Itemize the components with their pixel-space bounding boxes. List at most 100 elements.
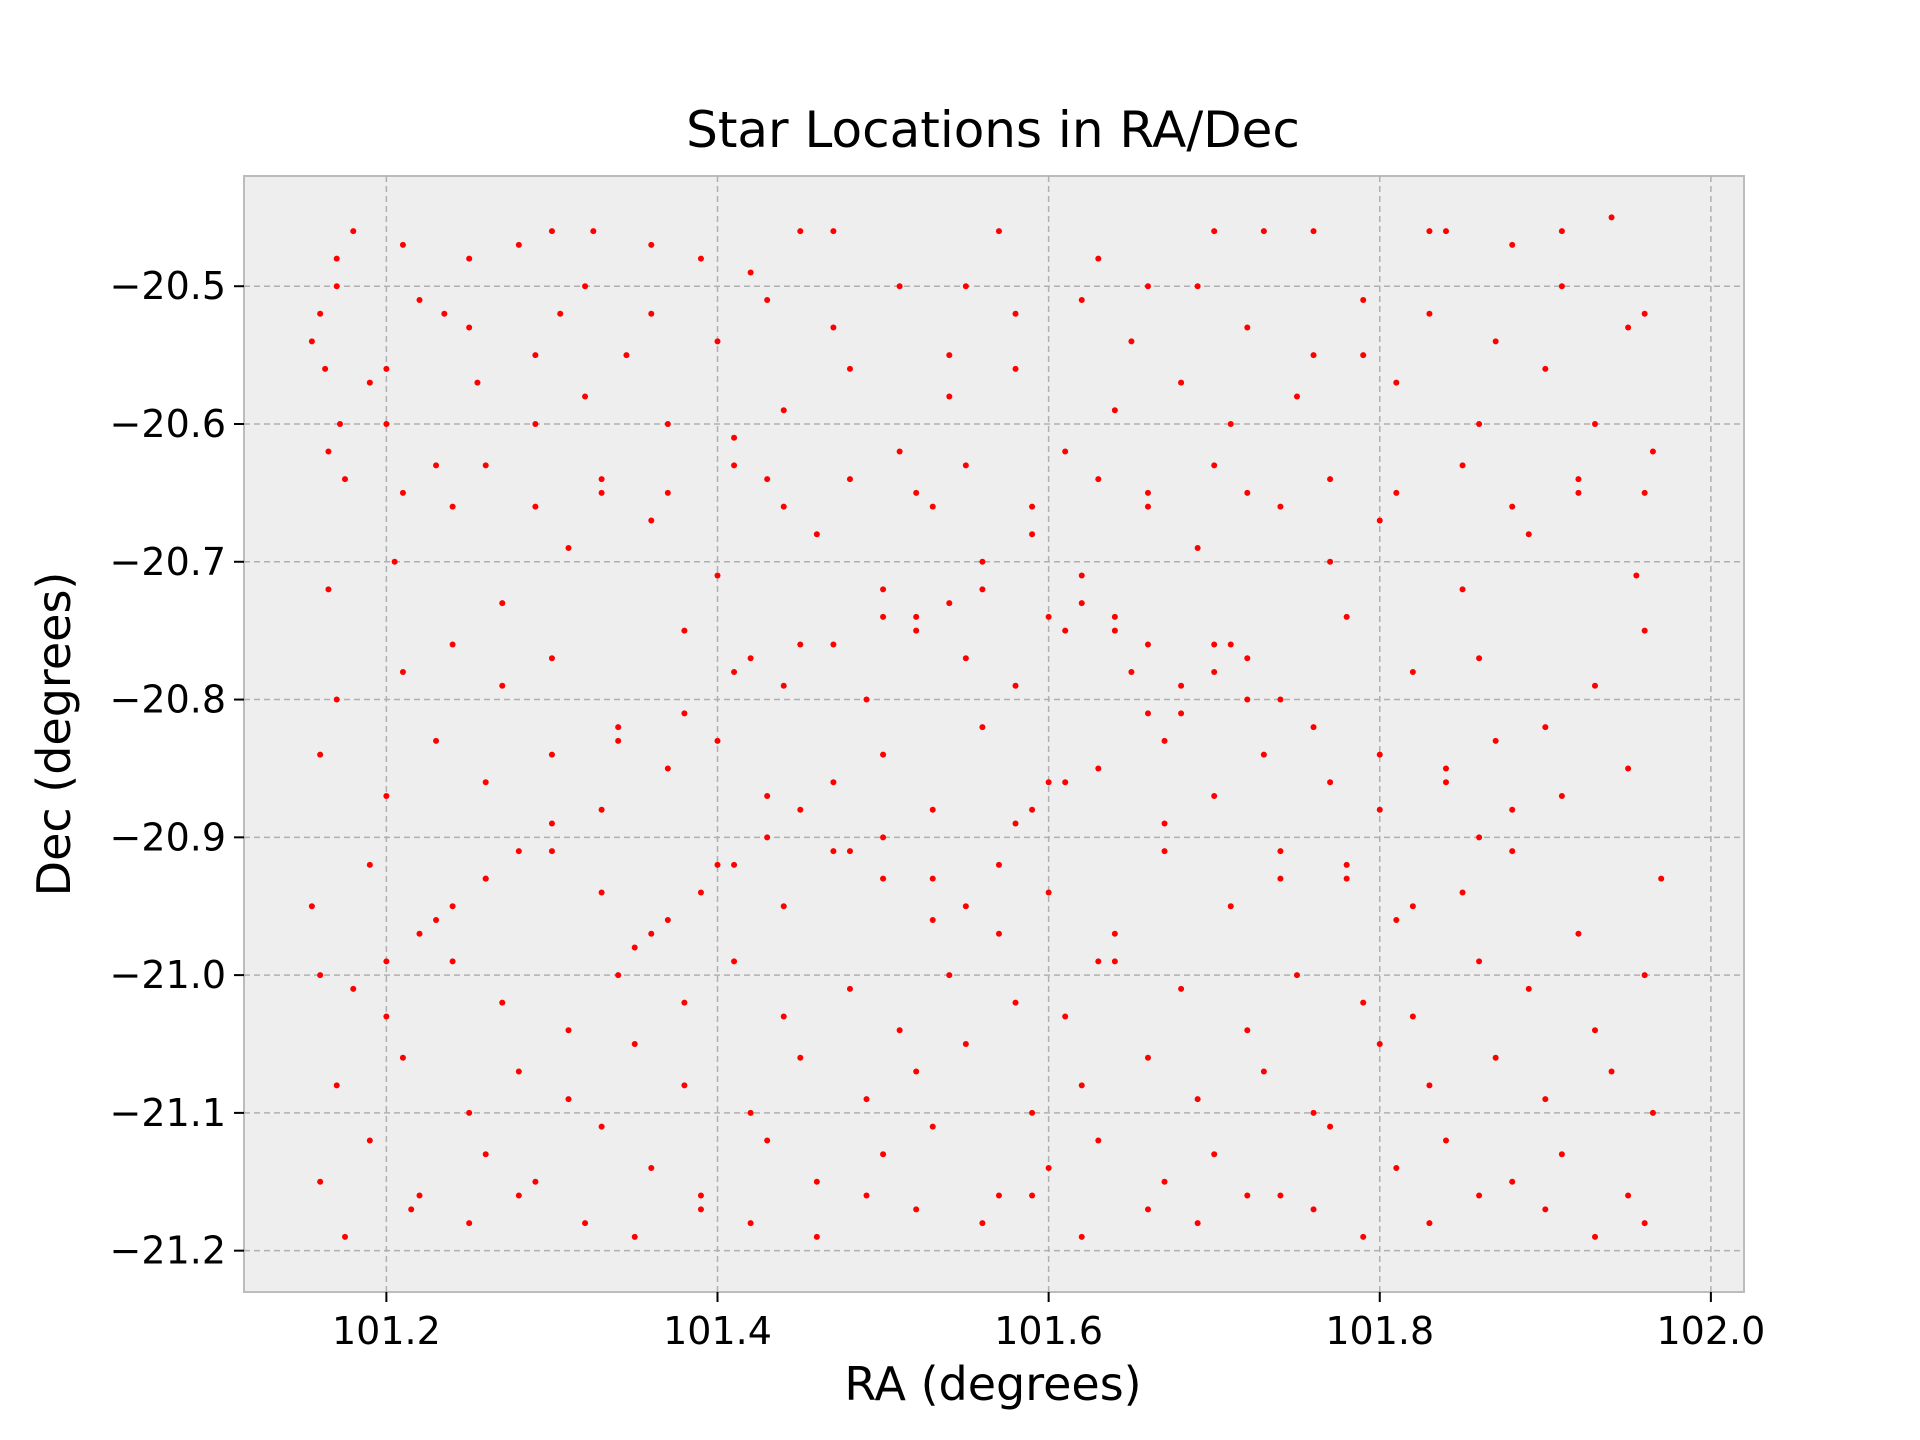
star-point xyxy=(1029,1109,1036,1116)
star-point xyxy=(797,806,804,813)
star-point xyxy=(1310,352,1317,359)
star-point xyxy=(623,352,630,359)
star-point xyxy=(1029,806,1036,813)
star-point xyxy=(797,228,804,235)
star-point xyxy=(697,1192,704,1199)
star-point xyxy=(1608,1068,1615,1075)
star-point xyxy=(681,999,688,1006)
star-point xyxy=(383,1013,390,1020)
star-point xyxy=(317,751,324,758)
star-point xyxy=(913,1068,920,1075)
star-point xyxy=(1542,1206,1549,1213)
star-point xyxy=(1509,806,1516,813)
star-point xyxy=(731,958,738,965)
star-point xyxy=(433,917,440,923)
star-point xyxy=(1211,462,1218,469)
star-point xyxy=(1426,1082,1433,1089)
star-point xyxy=(731,861,738,868)
star-point xyxy=(648,241,655,248)
plot-area xyxy=(243,175,1745,1293)
star-point xyxy=(929,875,936,882)
star-point xyxy=(565,545,572,551)
star-point xyxy=(995,861,1002,868)
star-point xyxy=(441,310,448,317)
star-point xyxy=(1575,930,1582,937)
star-point xyxy=(863,696,870,703)
star-point xyxy=(1045,779,1052,786)
star-point xyxy=(681,627,688,634)
star-point xyxy=(1078,297,1085,303)
star-points xyxy=(308,214,1665,1240)
star-point xyxy=(714,861,721,868)
star-point xyxy=(598,489,605,496)
star-point xyxy=(1012,365,1019,372)
star-point xyxy=(416,297,423,303)
star-point xyxy=(1310,724,1317,731)
star-point xyxy=(1442,1137,1449,1144)
star-point xyxy=(962,462,969,469)
star-point xyxy=(1161,848,1168,855)
star-point xyxy=(846,848,853,855)
star-point xyxy=(532,352,539,359)
star-point xyxy=(830,324,837,331)
star-point xyxy=(1244,324,1251,331)
star-point xyxy=(714,338,721,345)
star-point xyxy=(333,255,340,262)
star-point xyxy=(1641,310,1648,317)
star-point xyxy=(747,269,754,276)
star-point xyxy=(1178,379,1185,386)
star-point xyxy=(1409,669,1416,675)
star-point xyxy=(1144,503,1151,510)
star-point xyxy=(499,600,506,607)
star-point xyxy=(615,737,622,744)
star-point xyxy=(1111,407,1118,414)
star-point xyxy=(731,669,738,675)
star-point xyxy=(995,930,1002,937)
star-point xyxy=(1161,820,1168,827)
star-point xyxy=(780,503,787,510)
star-point xyxy=(962,283,969,290)
star-point xyxy=(979,724,986,731)
star-point xyxy=(317,310,324,317)
star-point xyxy=(764,793,771,799)
star-point xyxy=(1012,820,1019,827)
star-point xyxy=(1625,765,1632,772)
star-point xyxy=(1542,1096,1549,1103)
star-point xyxy=(557,310,564,317)
star-point xyxy=(846,985,853,992)
star-point xyxy=(1442,765,1449,772)
star-point xyxy=(1178,710,1185,717)
star-point xyxy=(1591,1027,1598,1034)
star-point xyxy=(416,930,423,937)
x-axis-label: RA (degrees) xyxy=(844,1357,1141,1411)
star-point xyxy=(548,655,555,662)
star-point xyxy=(1327,476,1334,483)
y-tick-label: −20.5 xyxy=(110,264,226,308)
star-point xyxy=(913,1206,920,1213)
star-point xyxy=(322,365,329,372)
star-point xyxy=(615,724,622,731)
star-point xyxy=(913,489,920,496)
star-point xyxy=(1144,1054,1151,1061)
star-point xyxy=(1078,572,1085,579)
star-point xyxy=(880,613,887,620)
star-point xyxy=(830,779,837,786)
star-point xyxy=(995,228,1002,235)
star-point xyxy=(1343,875,1350,882)
star-point xyxy=(648,930,655,937)
star-point xyxy=(664,765,671,772)
star-point xyxy=(747,655,754,662)
star-point xyxy=(962,903,969,910)
star-point xyxy=(1178,682,1185,689)
star-point xyxy=(1376,517,1383,524)
y-tick-label: −21.0 xyxy=(110,953,226,997)
star-point xyxy=(474,379,481,386)
star-point xyxy=(515,1192,522,1199)
star-point xyxy=(681,1082,688,1089)
star-point xyxy=(1575,489,1582,496)
star-point xyxy=(1591,682,1598,689)
star-point xyxy=(1227,421,1234,427)
star-point xyxy=(1194,1220,1201,1227)
star-point xyxy=(1078,1233,1085,1240)
